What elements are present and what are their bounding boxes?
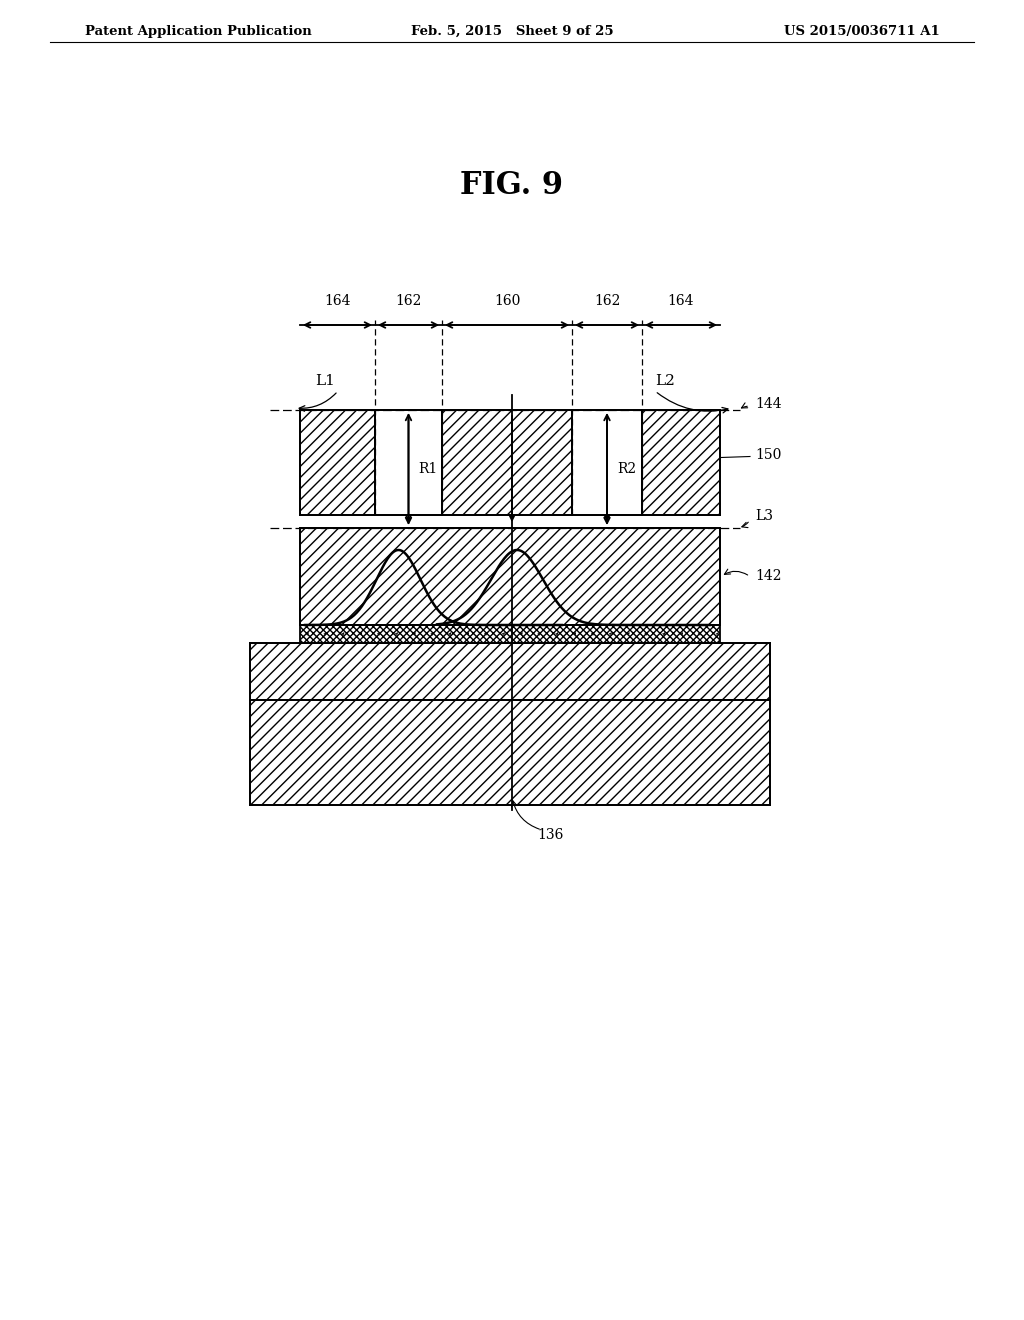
Text: R2: R2 [617, 462, 636, 477]
Bar [442, 411, 572, 515]
Text: Patent Application Publication: Patent Application Publication [85, 25, 311, 38]
Text: US 2015/0036711 A1: US 2015/0036711 A1 [784, 25, 940, 38]
Bar [300, 624, 720, 643]
Text: 150: 150 [755, 447, 781, 462]
Text: 160: 160 [494, 294, 520, 308]
Text: 164: 164 [325, 294, 351, 308]
Bar [642, 411, 720, 515]
Bar [250, 643, 770, 700]
Text: 164: 164 [668, 294, 694, 308]
Text: L1: L1 [315, 374, 335, 388]
Bar [300, 528, 720, 624]
Text: L3: L3 [755, 510, 773, 523]
Bar [250, 700, 770, 805]
Bar [300, 411, 375, 515]
Text: 136: 136 [537, 828, 563, 842]
Text: Feb. 5, 2015   Sheet 9 of 25: Feb. 5, 2015 Sheet 9 of 25 [411, 25, 613, 38]
Text: 144: 144 [755, 397, 781, 411]
Text: 142: 142 [755, 569, 781, 583]
Text: FIG. 9: FIG. 9 [461, 169, 563, 201]
Bar [375, 411, 442, 515]
Text: L2: L2 [655, 374, 675, 388]
Text: R1: R1 [419, 462, 437, 477]
Bar [572, 411, 642, 515]
Text: 162: 162 [395, 294, 422, 308]
Text: 162: 162 [594, 294, 621, 308]
